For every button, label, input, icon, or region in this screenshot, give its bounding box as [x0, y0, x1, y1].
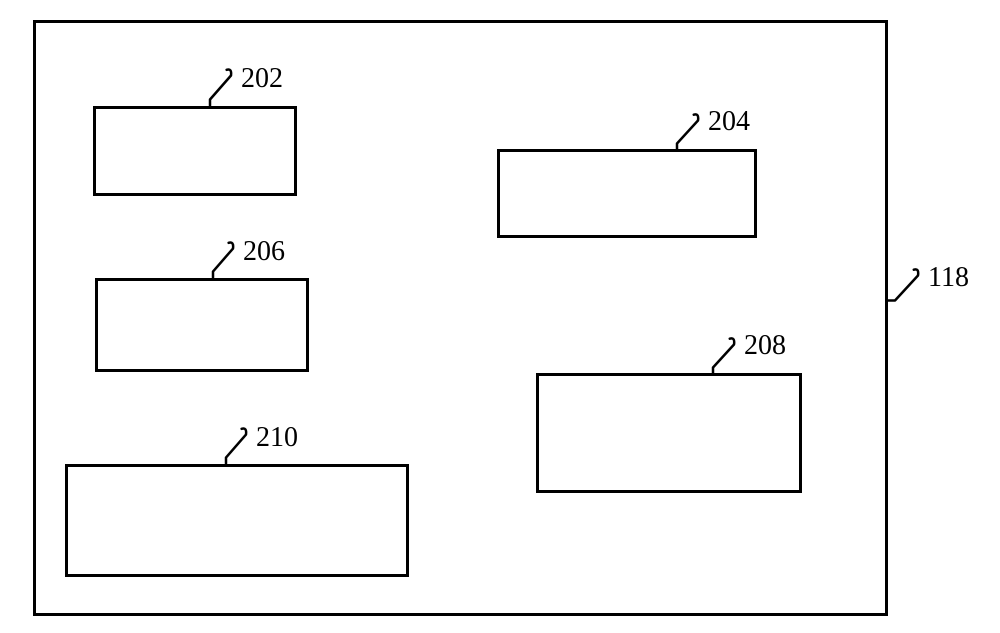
leader-118: [884, 264, 923, 304]
label-118: 118: [928, 262, 969, 294]
diagram-stage: 118 202 204 206 208 210: [0, 0, 1000, 633]
inner-box-206: [95, 278, 309, 372]
label-204: 204: [708, 106, 750, 138]
label-206: 206: [243, 236, 285, 268]
label-208: 208: [744, 330, 786, 362]
inner-box-202: [93, 106, 297, 196]
label-202: 202: [241, 63, 283, 95]
inner-box-210: [65, 464, 409, 577]
inner-box-204: [497, 149, 757, 238]
inner-box-208: [536, 373, 802, 493]
label-210: 210: [256, 422, 298, 454]
